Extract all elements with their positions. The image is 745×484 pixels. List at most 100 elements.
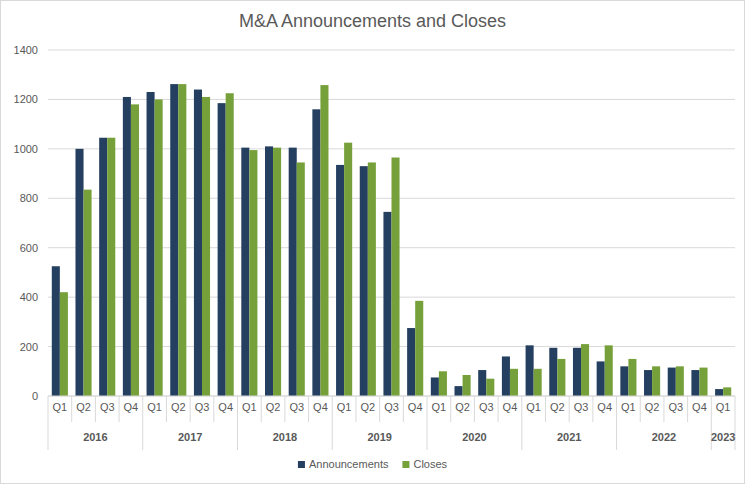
x-tick-label: Q1 <box>337 401 352 413</box>
title: M&A Announcements and Closes <box>239 11 506 31</box>
x-separator <box>95 396 96 422</box>
x-separator <box>119 396 120 422</box>
y-tick-label: 400 <box>20 291 38 303</box>
x-tick-label: Q3 <box>289 401 304 413</box>
x-separator <box>261 396 262 422</box>
x-group-label: 2019 <box>367 431 391 443</box>
bar <box>699 368 707 396</box>
x-separator <box>498 396 499 422</box>
x-separator <box>379 396 380 422</box>
x-separator <box>213 396 214 422</box>
x-separator <box>284 396 285 422</box>
bar <box>439 371 447 396</box>
bar <box>557 359 565 396</box>
bar <box>431 377 439 396</box>
legend-label: Closes <box>413 458 447 470</box>
x-separator <box>521 396 522 450</box>
x-tick-label: Q2 <box>360 401 375 413</box>
x-tick-label: Q4 <box>503 401 518 413</box>
x-separator <box>545 396 546 422</box>
x-separator <box>166 396 167 422</box>
x-separator <box>308 396 309 422</box>
x-tick-label: Q3 <box>100 401 115 413</box>
x-tick-label: Q3 <box>574 401 589 413</box>
x-tick-label: Q1 <box>526 401 541 413</box>
bar <box>360 166 368 396</box>
x-tick-label: Q2 <box>171 401 186 413</box>
bar <box>147 92 155 396</box>
bar <box>368 162 376 396</box>
x-tick-label: Q4 <box>124 401 139 413</box>
x-separator <box>616 396 617 450</box>
bar <box>265 146 273 396</box>
y-tick-label: 1400 <box>14 44 38 56</box>
bar <box>178 84 186 396</box>
bar <box>131 104 139 396</box>
bar <box>715 389 723 396</box>
bar <box>510 369 518 396</box>
bar <box>202 97 210 396</box>
bar <box>723 387 731 396</box>
x-separator <box>332 396 333 450</box>
x-separator <box>592 396 593 422</box>
x-group-label: 2020 <box>462 431 486 443</box>
y-tick-label: 1000 <box>14 143 38 155</box>
bar <box>107 138 115 396</box>
bar <box>668 368 676 396</box>
x-tick-label: Q4 <box>313 401 328 413</box>
y-tick-label: 600 <box>20 242 38 254</box>
x-group-label: 2021 <box>557 431 581 443</box>
x-tick-label: Q4 <box>597 401 612 413</box>
x-separator <box>663 396 664 422</box>
bar <box>549 348 557 396</box>
x-tick-label: Q1 <box>53 401 68 413</box>
chart-border <box>1 1 745 484</box>
y-tick-label: 0 <box>32 390 38 402</box>
y-tick-label: 800 <box>20 192 38 204</box>
x-separator <box>427 396 428 450</box>
bar <box>383 212 391 396</box>
x-tick-label: Q1 <box>242 401 257 413</box>
bar <box>84 190 92 396</box>
chart: M&A Announcements and Closes020040060080… <box>0 0 745 484</box>
x-group-label: 2017 <box>178 431 202 443</box>
bar <box>194 90 202 396</box>
x-separator <box>569 396 570 422</box>
x-tick-label: Q4 <box>218 401 233 413</box>
bar <box>75 149 83 396</box>
bar <box>170 84 178 396</box>
bar <box>502 356 510 396</box>
x-group-label: 2018 <box>273 431 297 443</box>
x-separator <box>190 396 191 422</box>
bar <box>289 148 297 396</box>
x-separator <box>71 396 72 422</box>
x-axis-line <box>48 396 735 397</box>
x-tick-label: Q2 <box>76 401 91 413</box>
x-separator <box>237 396 238 450</box>
bar <box>407 328 415 396</box>
bar <box>344 143 352 396</box>
bar <box>52 266 60 396</box>
legend-swatch <box>402 461 409 468</box>
x-tick-label: Q4 <box>692 401 707 413</box>
x-tick-label: Q1 <box>432 401 447 413</box>
x-tick-label: Q3 <box>384 401 399 413</box>
x-separator <box>142 396 143 450</box>
bar <box>297 162 305 396</box>
x-separator <box>450 396 451 422</box>
bar <box>573 348 581 396</box>
legend-swatch <box>298 461 305 468</box>
x-separator <box>640 396 641 422</box>
bar <box>392 158 400 396</box>
x-tick-label: Q1 <box>621 401 636 413</box>
x-tick-label: Q1 <box>716 401 731 413</box>
x-tick-label: Q1 <box>147 401 162 413</box>
grid-line <box>48 396 735 397</box>
bar <box>581 344 589 396</box>
bar <box>628 359 636 396</box>
bar <box>320 85 328 396</box>
x-separator <box>687 396 688 422</box>
bar <box>478 370 486 396</box>
grid-line <box>48 50 735 51</box>
bar <box>620 366 628 396</box>
